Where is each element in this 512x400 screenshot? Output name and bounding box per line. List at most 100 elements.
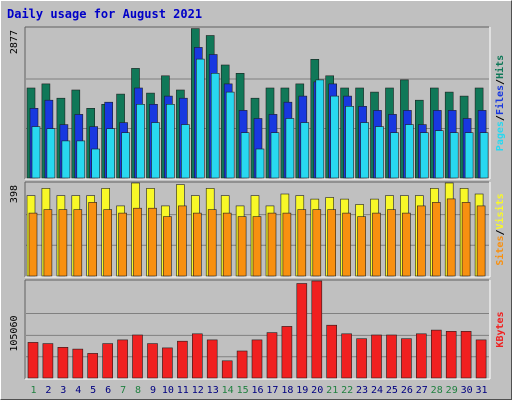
middle-sites-bar <box>163 216 172 277</box>
day-tick-label: 27 <box>416 385 428 396</box>
top-pages-bar <box>210 73 220 179</box>
top-pages-bar <box>91 148 100 179</box>
top-pages-bar <box>419 132 429 179</box>
bottom-kbytes-bar <box>206 339 218 379</box>
bottom-kbytes-bar <box>401 338 412 379</box>
middle-sites-bar <box>476 205 486 277</box>
middle-legend: Sites/Visits <box>494 193 506 265</box>
day-tick-label: 16 <box>251 385 263 396</box>
top-max-label: 2877 <box>9 30 20 54</box>
bottom-kbytes-bar <box>236 350 248 379</box>
day-tick-label: 1 <box>30 385 36 396</box>
top-pages-bar <box>434 130 444 179</box>
top-pages-bar <box>300 122 310 179</box>
bottom-kbytes-bar <box>42 343 54 379</box>
middle-legend-sites: Sites <box>494 236 506 266</box>
middle-sites-bar <box>402 212 411 277</box>
day-tick-label: 21 <box>326 385 338 396</box>
bottom-kbytes-bar <box>445 330 457 379</box>
day-tick-label: 3 <box>60 385 66 396</box>
middle-sites-bar <box>148 207 157 277</box>
middle-legend-text: Sites/Visits <box>494 193 506 265</box>
middle-sites-bar <box>297 209 307 277</box>
day-tick-label: 23 <box>356 385 368 396</box>
top-pages-bar <box>270 132 280 179</box>
bottom-kbytes-bar <box>87 353 98 379</box>
middle-sites-bar <box>431 202 441 277</box>
middle-legend-visits: Visits <box>494 193 506 229</box>
top-pages-bar <box>61 140 71 179</box>
middle-sites-bar <box>43 209 53 277</box>
bottom-legend-kbytes: KBytes <box>495 311 506 347</box>
middle-sites-bar <box>267 212 277 277</box>
day-tick-label: 18 <box>281 385 293 396</box>
top-pages-bar <box>255 148 265 179</box>
top-legend-pages: Pages <box>495 121 506 151</box>
top-pages-bar <box>315 79 325 179</box>
bottom-kbytes-bar <box>371 334 382 379</box>
bottom-max-label: 105060 <box>9 316 20 352</box>
day-tick-label: 13 <box>207 385 219 396</box>
top-legend: Pages/Files/Hits <box>494 55 506 151</box>
middle-sites-bar <box>461 202 471 277</box>
middle-sites-bar <box>342 212 351 277</box>
day-tick-label: 22 <box>341 385 353 396</box>
chart-title: Daily usage for August 2021 <box>7 7 203 21</box>
top-pages-bar <box>285 118 295 179</box>
top-pages-bar <box>136 104 145 179</box>
bottom-kbytes-bar <box>430 329 442 379</box>
middle-sites-bar <box>357 216 366 277</box>
day-tick-label: 11 <box>177 385 189 396</box>
top-pages-bar <box>225 91 235 179</box>
top-pages-bar <box>151 122 160 179</box>
day-tick-label: 5 <box>90 385 96 396</box>
top-pages-bar <box>390 132 399 179</box>
middle-sites-bar <box>237 216 247 277</box>
day-tick-label: 29 <box>446 385 458 396</box>
bottom-kbytes-bar <box>57 346 69 379</box>
bottom-kbytes-bar <box>326 324 338 379</box>
middle-sites-bar <box>372 212 381 277</box>
bottom-kbytes-bar <box>147 343 158 379</box>
bottom-kbytes-bar <box>341 333 352 379</box>
top-pages-bar <box>330 95 340 179</box>
day-tick-label: 19 <box>296 385 308 396</box>
bottom-kbytes-bar <box>251 339 263 379</box>
top-pages-bar <box>345 106 354 179</box>
top-pages-bar <box>46 128 56 179</box>
bottom-kbytes-bar <box>356 338 367 379</box>
bottom-kbytes-bar <box>386 334 397 379</box>
legend-separator: / <box>495 229 506 235</box>
day-tick-label: 25 <box>386 385 398 396</box>
middle-sites-bar <box>133 207 142 277</box>
middle-sites-bar <box>446 198 456 277</box>
top-legend-hits: Hits <box>494 55 506 79</box>
bottom-kbytes-bar <box>460 330 472 379</box>
top-pages-bar <box>240 132 250 179</box>
day-tick-label: 31 <box>475 385 487 396</box>
bottom-kbytes-bar <box>296 283 308 379</box>
day-tick-label: 4 <box>75 385 81 396</box>
day-tick-label: 24 <box>371 385 383 396</box>
bottom-kbytes-bar <box>475 339 487 379</box>
day-tick-label: 28 <box>431 385 443 396</box>
middle-sites-bar <box>327 209 337 277</box>
middle-sites-bar <box>88 202 97 277</box>
day-tick-label: 12 <box>192 385 204 396</box>
middle-sites-bar <box>103 209 112 277</box>
day-tick-label: 20 <box>311 385 323 396</box>
day-tick-label: 6 <box>105 385 111 396</box>
top-legend-files: Files <box>494 85 506 115</box>
top-pages-bar <box>360 122 369 179</box>
bottom-kbytes-bar <box>415 333 427 379</box>
middle-sites-bar <box>58 209 68 277</box>
top-pages-bar <box>449 132 459 179</box>
middle-sites-bar <box>118 212 127 277</box>
day-tick-label: 8 <box>135 385 141 396</box>
legend-separator: / <box>495 79 506 85</box>
day-tick-label: 26 <box>401 385 413 396</box>
day-tick-label: 15 <box>237 385 249 396</box>
top-pages-bar <box>106 128 115 179</box>
bottom-kbytes-bar <box>27 342 39 379</box>
middle-sites-bar <box>193 212 202 277</box>
